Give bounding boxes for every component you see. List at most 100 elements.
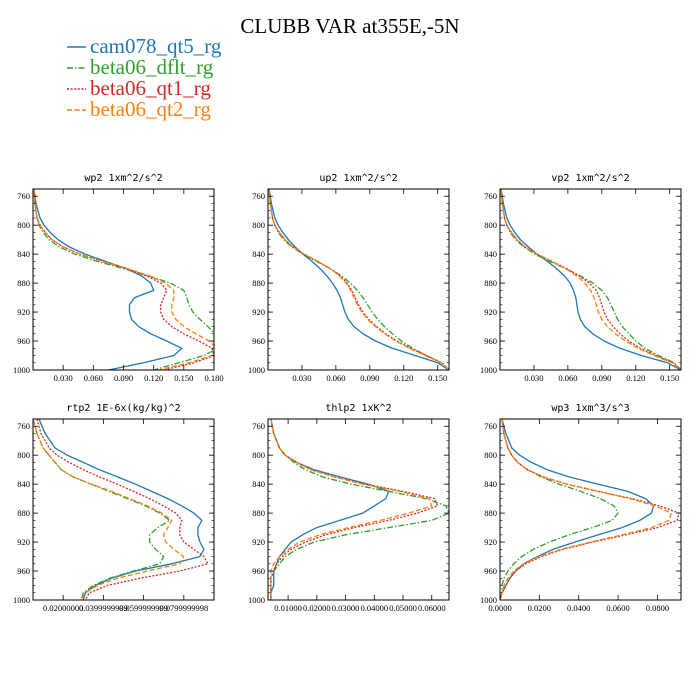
series-group xyxy=(33,419,209,600)
panels: wp2 1xm^2/s^2 760 800 840 880 920 960 1000 0.030… xyxy=(13,173,682,613)
series-group xyxy=(268,189,449,370)
plot-frame xyxy=(267,418,450,601)
y-tick-label: 880 xyxy=(17,508,30,518)
legend-entry-3: beta06_qt1_rg xyxy=(90,76,211,100)
x-tick-label: 0.090 xyxy=(360,373,379,383)
y-tick-label: 760 xyxy=(17,191,30,201)
x-tick-label: 0.04000 xyxy=(360,603,388,613)
panel-4: rtp2 1E-6x(kg/kg)^2 760 800 840 880 920 960 100… xyxy=(13,403,215,613)
panel-5: thlp2 1xK^2 760 800 840 880 920 960 1000 0.01000… xyxy=(248,403,450,613)
y-tick-label: 920 xyxy=(252,307,265,317)
series-line-1 xyxy=(33,189,183,370)
x-tick-label: 0.060 xyxy=(558,373,577,383)
y-tick-label: 880 xyxy=(484,278,497,288)
panel-title: vp2 1xm^2/s^2 xyxy=(551,173,629,184)
plot-frame xyxy=(267,188,450,371)
series-line-3 xyxy=(268,189,449,370)
legend-entry-4: beta06_qt2_rg xyxy=(90,97,211,121)
y-tick-label: 880 xyxy=(484,508,497,518)
y-tick-label: 920 xyxy=(252,537,265,547)
x-tick-label: 0.0600 xyxy=(606,603,629,613)
series-line-1 xyxy=(38,419,205,600)
series-line-2 xyxy=(268,189,449,370)
series-group xyxy=(270,419,449,600)
x-tick-label: 0.0599999999 xyxy=(119,603,168,613)
y-tick-label: 840 xyxy=(484,249,497,259)
x-tick-label: 0.150 xyxy=(174,373,193,383)
series-line-4 xyxy=(270,419,433,600)
y-tick-label: 800 xyxy=(484,220,497,230)
x-tick-label: 0.01000 xyxy=(274,603,302,613)
x-tick-label: 0.150 xyxy=(660,373,679,383)
series-line-2 xyxy=(33,189,214,370)
y-tick-label: 800 xyxy=(252,220,265,230)
y-tick-label: 960 xyxy=(17,336,30,346)
x-tick-label: 0.090 xyxy=(592,373,611,383)
x-tick-label: 0.0399999999 xyxy=(79,603,128,613)
series-line-3 xyxy=(33,189,214,370)
y-tick-label: 800 xyxy=(17,220,30,230)
x-tick-label: 0.090 xyxy=(114,373,133,383)
series-group xyxy=(500,189,681,370)
series-line-3 xyxy=(500,419,680,600)
series-group xyxy=(33,189,214,370)
y-tick-label: 800 xyxy=(17,450,30,460)
panel-2: up2 1xm^2/s^2 760 800 840 880 920 960 1000 0.030… xyxy=(248,173,450,383)
y-tick-label: 1000 xyxy=(248,365,265,375)
y-tick-label: 1000 xyxy=(13,365,30,375)
y-tick-label: 760 xyxy=(484,191,497,201)
series-line-2 xyxy=(500,189,681,370)
legend-entry-2: beta06_dflt_rg xyxy=(90,55,214,79)
y-tick-label: 1000 xyxy=(480,365,497,375)
y-tick-label: 960 xyxy=(484,566,497,576)
panel-title: rtp2 1E-6x(kg/kg)^2 xyxy=(66,403,180,414)
series-line-4 xyxy=(500,189,681,370)
y-tick-label: 760 xyxy=(484,421,497,431)
figure-title: CLUBB VAR at355E,-5N xyxy=(240,14,459,38)
series-group xyxy=(500,419,680,600)
x-tick-label: 0.180 xyxy=(204,373,223,383)
x-tick-label: 0.150 xyxy=(428,373,447,383)
panel-6: wp3 1xm^3/s^3 760 800 840 880 920 960 10000.000… xyxy=(480,403,682,613)
series-line-1 xyxy=(500,189,681,370)
x-tick-label: 0.120 xyxy=(394,373,413,383)
y-tick-label: 920 xyxy=(484,537,497,547)
y-tick-label: 880 xyxy=(252,278,265,288)
panel-1: wp2 1xm^2/s^2 760 800 840 880 920 960 1000 0.030… xyxy=(13,173,224,383)
x-tick-label: 0.030 xyxy=(524,373,543,383)
series-line-3 xyxy=(500,189,681,370)
series-line-4 xyxy=(33,189,214,370)
y-tick-label: 960 xyxy=(252,336,265,346)
series-line-1 xyxy=(500,419,655,600)
series-line-4 xyxy=(33,419,185,600)
y-tick-label: 800 xyxy=(252,450,265,460)
panel-3: vp2 1xm^2/s^2 760 800 840 880 920 960 1000 0.030… xyxy=(480,173,682,383)
panel-title: thlp2 1xK^2 xyxy=(325,403,391,414)
x-tick-label: 0.0000 xyxy=(488,603,511,613)
x-tick-label: 0.0800 xyxy=(646,603,669,613)
x-tick-label: 0.0799999998 xyxy=(159,603,208,613)
y-tick-label: 840 xyxy=(17,479,30,489)
y-tick-label: 1000 xyxy=(480,595,497,605)
y-tick-label: 1000 xyxy=(248,595,265,605)
plot-frame xyxy=(499,188,682,371)
y-tick-label: 800 xyxy=(484,450,497,460)
x-tick-label: 0.0400 xyxy=(567,603,590,613)
y-tick-label: 960 xyxy=(17,566,30,576)
x-tick-label: 0.02000000 xyxy=(43,603,83,613)
y-tick-label: 1000 xyxy=(13,595,30,605)
y-tick-label: 880 xyxy=(252,508,265,518)
x-tick-label: 0.06000 xyxy=(418,603,446,613)
y-tick-label: 840 xyxy=(484,479,497,489)
legend-entry-1: cam078_qt5_rg xyxy=(90,34,222,58)
y-tick-label: 880 xyxy=(17,278,30,288)
y-tick-label: 840 xyxy=(17,249,30,259)
plot-frame xyxy=(32,418,215,601)
series-line-3 xyxy=(36,419,209,600)
y-tick-label: 920 xyxy=(17,307,30,317)
series-line-3 xyxy=(270,419,439,600)
x-tick-label: 0.060 xyxy=(326,373,345,383)
series-line-4 xyxy=(500,419,672,600)
x-tick-label: 0.120 xyxy=(626,373,645,383)
